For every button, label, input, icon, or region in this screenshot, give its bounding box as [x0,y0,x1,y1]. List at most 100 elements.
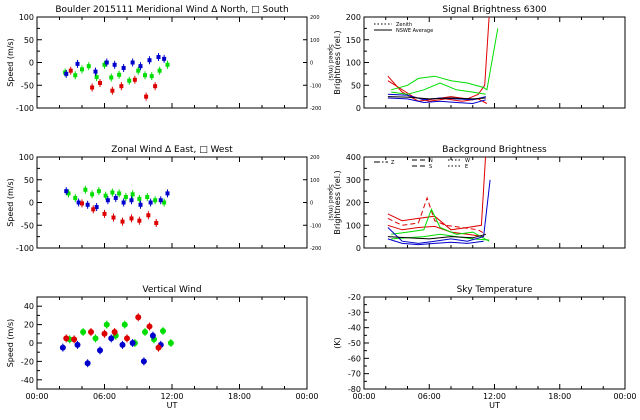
vertical-point [129,340,136,346]
meridional-point [104,60,109,65]
sky-title: Sky Temperature [457,285,533,295]
zonal-point [110,190,115,195]
signal-panel: Signal Brightness 6300 0 50 100 150 200 Bright… [333,5,626,113]
meridional-ytick-label: 50 [24,36,34,45]
signal-data [387,17,499,105]
background-ytick-label: 300 [346,176,361,185]
meridional-point [136,68,141,73]
zonal-point [146,213,151,218]
zonal-point [145,195,150,200]
sky-xtick-label: 18:00 [548,392,571,401]
background-legend-label: S [429,164,432,170]
vertical-ytick-label: -20 [21,357,34,366]
meridional-point [64,71,69,76]
meridional-point [162,56,167,61]
vertical-title: Vertical Wind [142,285,201,295]
meridional-ytick-right-label: 0 [310,61,313,67]
meridional-point [117,72,122,77]
background-panel: Background Brightness 0 100 200 300 400 Bright… [333,145,626,253]
meridional-point [149,74,154,79]
sky-ytick-label: -40 [348,324,361,333]
signal-legend-label: Zenith [396,22,412,28]
sky-xtick-label: 12:00 [483,392,506,401]
vertical-point [119,341,126,348]
meridional-point [86,64,91,69]
zonal-point [94,205,99,210]
meridional-ytick-right-label: -100 [310,83,321,89]
zonal-ytick-right-label: -200 [310,246,321,252]
zonal-data [64,185,170,227]
zonal-point [76,200,81,205]
meridional-point [68,68,73,73]
background-legend-label: W [465,158,470,164]
vertical-ytick-label: 0 [29,339,34,348]
meridional-point [130,60,135,65]
meridional-point [132,77,137,82]
vertical-point [88,328,94,335]
meridional-ytick-label: -50 [21,81,34,90]
zonal-ylabel-right: Speed (m/s) [327,184,334,220]
background-series-line [387,224,484,238]
background-title: Background Brightness [442,145,547,155]
zonal-point [111,215,116,220]
sky-xtick-label: 00:00 [613,392,636,401]
sky-frame [363,296,626,390]
vertical-point [160,328,166,335]
zonal-point [102,211,107,216]
vertical-point [135,314,142,321]
background-series-line [387,233,486,240]
sky-ytick-label: -60 [348,354,361,363]
background-series-line [387,238,484,246]
vertical-ylabel: Speed (m/s) [6,319,15,368]
zonal-point [137,196,142,201]
meridional-point [80,67,84,72]
zonal-point [64,189,69,194]
meridional-point [109,75,114,80]
zonal-point [120,219,125,224]
vertical-point [59,344,66,351]
signal-ytick-label: 150 [346,36,361,45]
sky-ytick-label: -70 [348,370,361,379]
zonal-point [91,207,96,212]
meridional-point [165,62,170,67]
zonal-point [165,191,170,196]
meridional-point [153,84,158,89]
zonal-point [90,192,95,197]
zonal-point [153,198,158,203]
signal-ylabel: Brightness (rel.) [333,30,342,94]
vertical-point [111,328,118,335]
meridional-ytick-right-label: 200 [310,15,320,21]
meridional-ytick-label: -100 [16,104,34,113]
meridional-data [63,53,170,101]
background-legend-label: E [465,164,468,170]
background-ytick-label: 0 [356,244,361,253]
background-series-line [387,157,487,231]
zonal-ytick-label: 0 [29,199,34,208]
signal-ytick-label: 0 [356,104,361,113]
vertical-point [92,335,99,342]
zonal-point [158,198,163,203]
zonal-point [148,200,153,205]
meridional-point [73,73,78,78]
meridional-point [121,65,126,70]
zonal-ytick-right-label: 100 [310,178,320,184]
zonal-point [113,195,118,200]
vertical-point [121,321,128,328]
vertical-point [146,323,153,330]
background-series-line [387,196,487,235]
sky-ytick-label: -20 [348,293,361,302]
meridional-point [110,88,115,93]
zonal-point [66,191,71,196]
vertical-point [140,358,147,365]
vertical-data [59,313,174,368]
zonal-point [83,187,88,192]
meridional-point [138,64,143,69]
sky-xtick-label: 00:00 [352,392,375,401]
meridional-point [144,94,149,99]
vertical-xtick-label: 12:00 [160,392,183,401]
zonal-point [137,218,142,223]
signal-series-line [391,28,499,91]
meridional-point [75,61,80,66]
zonal-point [154,220,159,225]
zonal-point [105,198,110,203]
